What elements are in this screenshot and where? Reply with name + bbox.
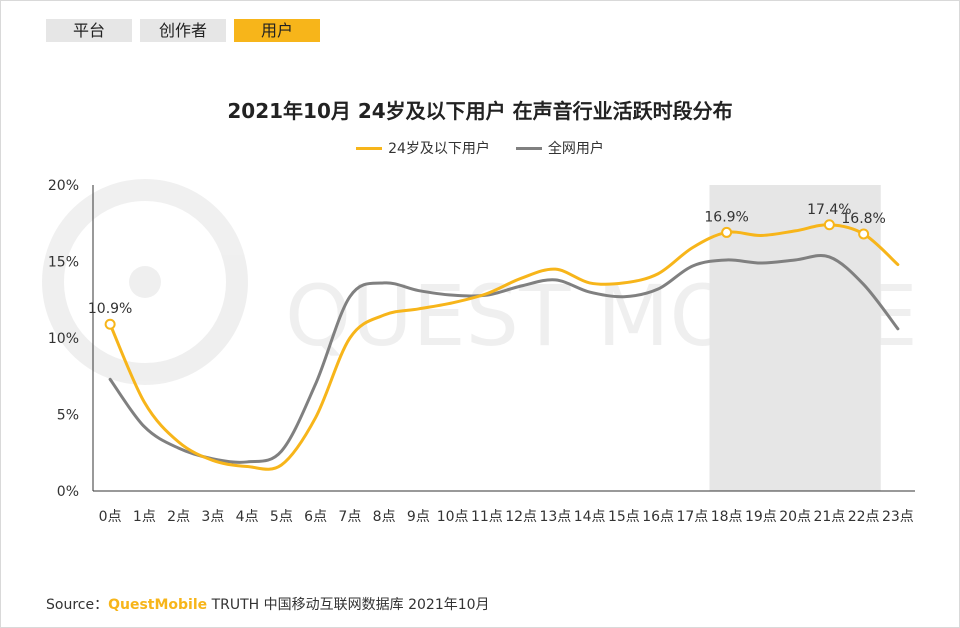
y-tick-label: 20% [48, 178, 79, 194]
x-tick-label: 23点 [882, 509, 914, 525]
chart-legend: 24岁及以下用户 全网用户 [0, 138, 960, 158]
data-point-marker [858, 228, 870, 240]
x-tick-label: 19点 [745, 509, 777, 525]
x-tick-label: 3点 [201, 509, 224, 525]
x-tick-label: 22点 [848, 509, 880, 525]
source-brand: QuestMobile [108, 597, 208, 613]
x-tick-label: 17点 [676, 509, 708, 525]
x-tick-label: 1点 [133, 509, 156, 525]
data-label: 17.4% [807, 202, 851, 218]
x-tick-label: 16点 [642, 509, 674, 525]
tab-platform[interactable]: 平台 [46, 19, 132, 42]
highlight-band [709, 185, 881, 491]
x-tick-label: 6点 [304, 509, 327, 525]
series-line-young [108, 223, 900, 471]
watermark-logo-dot [129, 266, 161, 298]
data-label: 16.9% [704, 209, 748, 225]
x-tick-label: 15点 [608, 509, 640, 525]
x-tick-label: 9点 [407, 509, 430, 525]
chart-title: 2021年10月 24岁及以下用户 在声音行业活跃时段分布 [227, 99, 733, 123]
y-tick-label: 0% [57, 484, 79, 500]
y-tick-label: 15% [48, 255, 79, 271]
x-tick-label: 14点 [574, 509, 606, 525]
x-tick-label: 0点 [99, 509, 122, 525]
legend-swatch-young [356, 146, 383, 150]
legend-label-all: 全网用户 [547, 141, 604, 157]
legend-swatch-all [515, 146, 542, 150]
data-point-marker [104, 318, 116, 330]
x-tick-label: 8点 [373, 509, 396, 525]
x-tick-label: 7点 [338, 509, 361, 525]
y-tick-label: 10% [48, 331, 79, 347]
legend-item-all: 全网用户 [515, 138, 604, 158]
series-line-all [108, 254, 900, 464]
source-prefix: Source： [46, 597, 109, 613]
x-tick-label: 12点 [505, 509, 537, 525]
source-note: Source：QuestMobile TRUTH 中国移动互联网数据库 2021… [46, 594, 490, 614]
x-tick-label: 11点 [471, 509, 503, 525]
x-tick-label: 18点 [711, 509, 743, 525]
x-tick-label: 13点 [539, 509, 571, 525]
x-tick-label: 10点 [437, 509, 469, 525]
data-label: 10.9% [88, 301, 132, 317]
data-point-marker [721, 226, 733, 238]
watermark-logo [42, 179, 248, 385]
tab-user[interactable]: 用户 [234, 19, 320, 42]
x-tick-label: 20点 [779, 509, 811, 525]
tab-creator[interactable]: 创作者 [140, 19, 226, 42]
x-tick-label: 5点 [270, 509, 293, 525]
tab-bar: 平台 创作者 用户 [46, 19, 320, 42]
data-point-marker [823, 219, 835, 231]
x-tick-label: 4点 [236, 509, 259, 525]
data-label: 16.8% [841, 211, 885, 227]
x-tick-label: 21点 [813, 509, 845, 525]
source-rest: TRUTH 中国移动互联网数据库 2021年10月 [207, 597, 490, 613]
legend-item-young: 24岁及以下用户 [356, 138, 490, 158]
legend-label-young: 24岁及以下用户 [388, 141, 490, 157]
x-tick-label: 2点 [167, 509, 190, 525]
y-tick-label: 5% [57, 408, 79, 424]
